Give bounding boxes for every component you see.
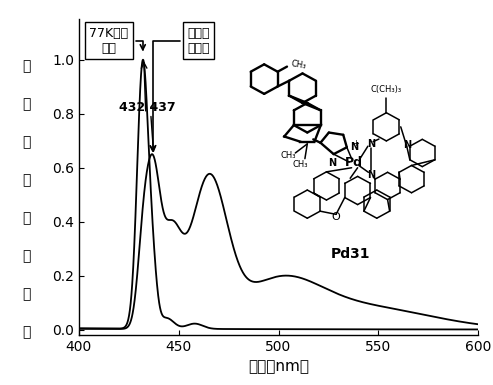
Text: 归: 归 [23, 60, 31, 74]
Text: 度: 度 [23, 325, 31, 339]
Text: 光: 光 [23, 249, 31, 263]
Text: 77K发射
光谱: 77K发射 光谱 [89, 27, 145, 55]
Text: 432 437: 432 437 [119, 101, 176, 114]
Text: 强: 强 [23, 287, 31, 301]
Text: 化: 化 [23, 136, 31, 149]
Text: 室温发
射光谱: 室温发 射光谱 [150, 27, 210, 151]
Text: 的: 的 [23, 173, 31, 187]
Text: 一: 一 [23, 97, 31, 112]
X-axis label: 波长（nm）: 波长（nm） [248, 359, 309, 374]
Text: 发: 发 [23, 211, 31, 225]
